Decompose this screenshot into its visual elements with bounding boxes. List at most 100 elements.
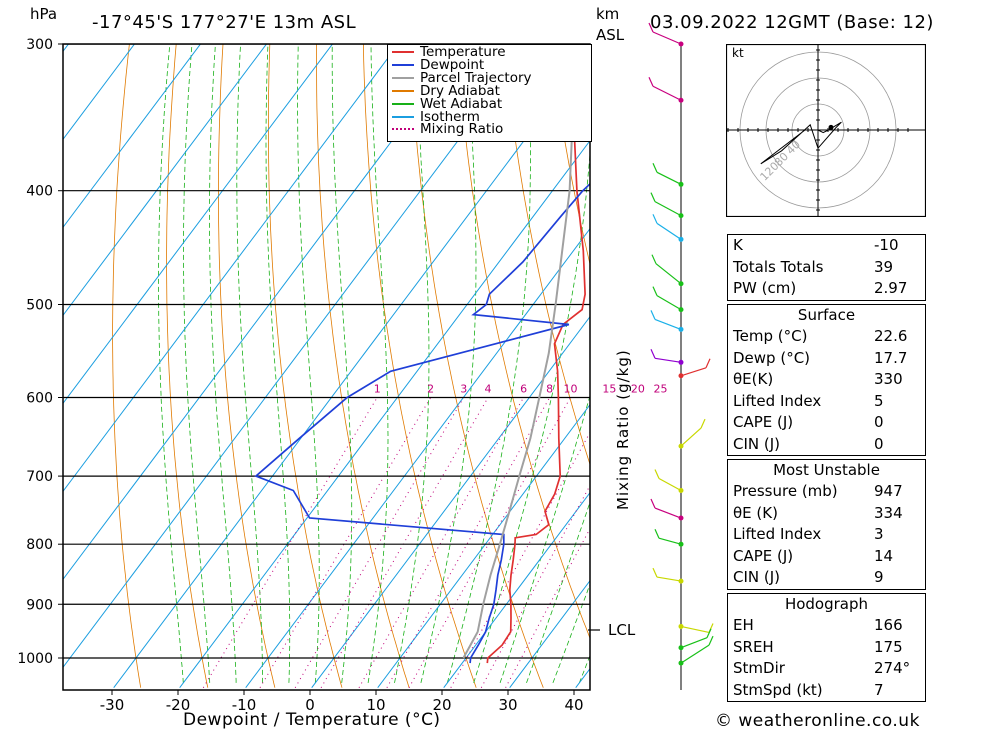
index-value: -10 — [874, 236, 899, 254]
x-tick-label: 10 — [366, 696, 385, 714]
index-label: PW (cm) — [733, 279, 797, 297]
index-row: StmSpd (kt) 7 — [728, 680, 925, 702]
index-value: 0 — [874, 413, 884, 431]
dry-adiabat — [166, 44, 209, 688]
dry-adiabat — [550, 44, 590, 266]
wet-adiabats — [158, 44, 590, 684]
index-row: Dewp (°C) 17.7 — [728, 348, 925, 370]
index-row: CIN (J) 0 — [728, 434, 925, 456]
wind-barb-shaft — [658, 537, 682, 545]
index-value: 2.97 — [874, 279, 908, 297]
mixing-ratio-label: 15 — [602, 382, 616, 395]
asl-unit-label: ASL — [596, 26, 625, 44]
wind-barb-shaft — [680, 644, 710, 664]
legend-swatch — [392, 63, 414, 66]
wet-adiabat — [420, 44, 477, 683]
wind-barb-shaft — [680, 625, 710, 634]
x-tick-label: -20 — [166, 696, 191, 714]
wind-barb-shaft — [656, 295, 682, 311]
wind-barb-flag — [650, 498, 656, 509]
location-title: -17°45'S 177°27'E 13m ASL — [92, 12, 357, 33]
legend-label: Wet Adiabat — [420, 95, 503, 112]
wind-barb-shaft — [680, 367, 707, 377]
index-label: Lifted Index — [733, 525, 822, 543]
y-tick-label: 700 — [26, 469, 53, 485]
mixing-ratio-labels: 1 2 3 4 6 8 10 15 20 25 — [374, 382, 668, 395]
legend: Temperature Dewpoint Parcel Trajectory Dry … — [387, 44, 592, 142]
index-label: SREH — [733, 637, 774, 656]
index-label: CIN (J) — [733, 434, 781, 453]
wind-barb-shaft — [656, 222, 682, 240]
wind-barb-flag — [650, 192, 656, 202]
wind-barb-flag — [651, 254, 657, 264]
wind-barb-flag — [700, 418, 706, 429]
wind-barb-flag — [654, 469, 660, 479]
y-tick-label: 800 — [26, 537, 53, 553]
x-tick-label: -10 — [232, 696, 257, 714]
dry-adiabat — [959, 9, 1000, 688]
index-label: CIN (J) — [733, 568, 781, 586]
wet-adiabat — [183, 44, 211, 683]
x-axis-title: Dewpoint / Temperature (°C) — [183, 710, 441, 730]
wind-barb-flag — [654, 528, 660, 539]
index-row: Totals Totals 39 — [728, 257, 925, 279]
wind-barb-flag — [648, 22, 654, 33]
index-row: Lifted Index 5 — [728, 391, 925, 413]
index-value: 330 — [874, 370, 903, 388]
index-value: 5 — [874, 391, 884, 410]
mixing-ratio-line — [259, 397, 432, 688]
index-row: Pressure (mb) 947 — [728, 481, 925, 503]
index-label: Dewp (°C) — [733, 348, 811, 367]
wet-adiabat — [499, 394, 590, 684]
wind-barb-flag — [648, 77, 654, 87]
legend-label: Mixing Ratio — [420, 121, 504, 138]
index-row: K -10 — [728, 235, 925, 257]
wind-barb-flag — [652, 163, 658, 173]
index-label: θE (K) — [733, 503, 778, 522]
y-tick-label: 400 — [26, 184, 53, 200]
mixing-ratio-axis-title: Mixing Ratio (g/kg) — [614, 349, 632, 510]
hodograph-line — [760, 121, 842, 165]
index-row: StmDir 274° — [728, 658, 925, 680]
mixing-ratio-line — [450, 431, 590, 688]
y-tick-label: 1000 — [17, 651, 53, 667]
index-row: θE (K) 334 — [728, 503, 925, 525]
hodograph-unit-label: kt — [732, 46, 744, 60]
series-parcel-trajectory — [462, 44, 574, 659]
index-value: 274° — [874, 659, 911, 677]
index-value: 22.6 — [874, 327, 908, 345]
isotherm — [443, 491, 590, 689]
legend-swatch — [392, 115, 414, 118]
mixing-ratio-label: 2 — [427, 382, 434, 395]
storm-motion-marker — [828, 124, 834, 130]
dry-adiabat — [267, 44, 343, 688]
index-label: Lifted Index — [733, 391, 822, 410]
legend-swatch — [392, 51, 414, 53]
wind-barb-flag — [652, 567, 658, 578]
index-value: 9 — [874, 568, 884, 586]
isotherm — [0, 9, 29, 688]
wind-barbs — [648, 22, 714, 666]
lcl-label: LCL — [608, 621, 636, 639]
y-tick-label: 300 — [26, 37, 53, 53]
index-label: EH — [733, 616, 754, 634]
wind-barb-flag — [652, 214, 658, 224]
wind-barb-flag — [650, 310, 656, 320]
isotherm — [63, 44, 334, 405]
isobars — [63, 44, 590, 659]
legend-item: Dry Adiabat — [392, 84, 500, 98]
legend-item: Dewpoint — [392, 58, 484, 72]
legend-label: Parcel Trajectory — [420, 69, 532, 86]
wet-adiabat — [446, 44, 531, 684]
index-row: PW (cm) 2.97 — [728, 278, 925, 300]
legend-label: Isotherm — [420, 108, 480, 125]
x-tick-label: 0 — [305, 696, 315, 714]
x-tick-label: 20 — [432, 696, 451, 714]
index-value: 175 — [874, 637, 903, 656]
index-row: θE(K) 330 — [728, 369, 925, 391]
isotherm — [63, 44, 400, 493]
index-value: 39 — [874, 257, 894, 276]
dry-adiabat — [362, 44, 477, 688]
wind-barb-flag — [706, 628, 712, 638]
